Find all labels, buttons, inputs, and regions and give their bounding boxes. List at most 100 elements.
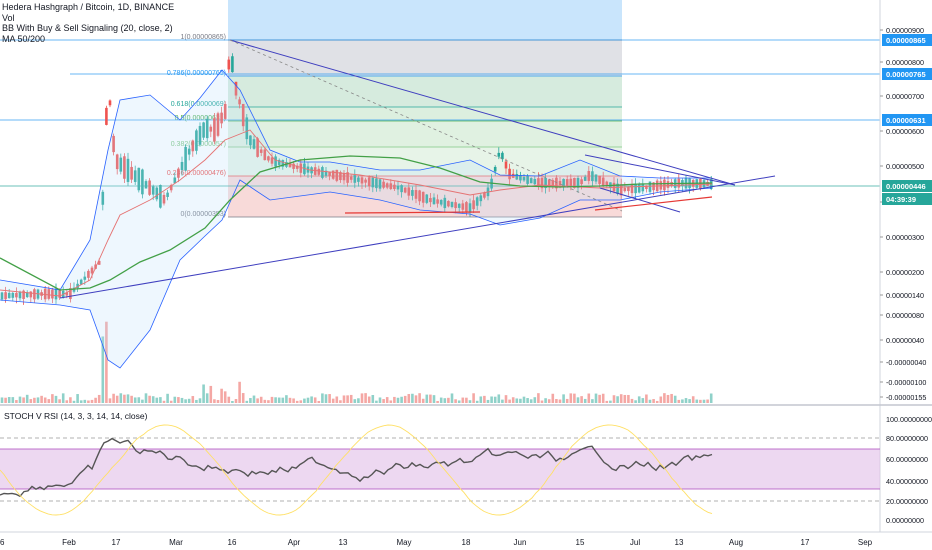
volume-bar <box>342 395 346 403</box>
volume-bar <box>346 395 349 403</box>
volume-bar <box>691 396 695 403</box>
volume-bar <box>310 396 313 403</box>
candle <box>565 179 569 187</box>
fib-label: 1(0.00000865) <box>180 34 226 41</box>
candle <box>501 152 504 160</box>
volume-bar <box>83 399 87 403</box>
candle <box>155 187 159 200</box>
candle <box>454 202 457 209</box>
candle <box>519 175 522 181</box>
volume-bar <box>112 393 115 403</box>
volume-bar <box>684 398 688 403</box>
candle <box>641 184 645 192</box>
volume-bar <box>515 398 519 403</box>
candle <box>54 288 58 300</box>
candle <box>126 158 130 182</box>
fib-label: 0.5(0.00000631) <box>175 115 226 122</box>
candle <box>18 291 22 299</box>
symbol-title[interactable]: Hedera Hashgraph / Bitcoin, 1D, BINANCE <box>2 2 175 12</box>
stoch-k-line <box>0 424 713 516</box>
vol-legend[interactable]: Vol <box>2 12 15 23</box>
volume-bar <box>94 397 97 403</box>
candle <box>573 177 576 189</box>
candle <box>537 178 540 187</box>
candle <box>313 167 317 175</box>
candle <box>148 180 151 195</box>
volume-bar <box>166 393 169 403</box>
volume-bar <box>367 396 371 403</box>
volume-bar <box>511 397 515 403</box>
volume-bar <box>303 398 306 403</box>
volume-bar <box>0 397 4 403</box>
volume-bar <box>7 397 11 403</box>
volume-bar <box>475 400 479 403</box>
x-tick-label: Sep <box>858 538 873 547</box>
candle <box>605 181 609 186</box>
candle <box>133 170 137 182</box>
candle <box>349 176 353 180</box>
candle <box>547 179 551 187</box>
volume-bar <box>274 397 277 403</box>
price-axis-bg <box>880 0 932 550</box>
candle <box>645 185 648 190</box>
candle <box>69 288 72 300</box>
volume-bar <box>33 397 36 403</box>
volume-bar <box>195 399 198 403</box>
volume-bar <box>537 393 540 403</box>
y-tick-label: 0.00000700 <box>886 92 924 101</box>
candle <box>522 177 526 181</box>
volume-bar <box>447 397 450 403</box>
volume-bar <box>587 393 591 403</box>
volume-bar <box>612 395 616 403</box>
volume-bar <box>216 399 220 403</box>
rsi-line <box>0 437 713 498</box>
candle <box>277 159 281 165</box>
candle <box>97 260 101 265</box>
candle <box>223 104 227 119</box>
volume-bar <box>594 393 598 403</box>
volume-bar <box>105 321 108 403</box>
candle <box>259 149 263 153</box>
bb-legend[interactable]: BB With Buy & Sell Signaling (20, close,… <box>2 23 173 33</box>
volume-bar <box>173 396 177 403</box>
candle <box>461 203 465 210</box>
stoch-legend[interactable]: STOCH V RSI (14, 3, 3, 14, 14, close) <box>4 411 148 421</box>
candle <box>443 197 447 209</box>
fib-label: 0.618(0.0000069) <box>171 101 226 108</box>
volume-bar <box>126 394 130 403</box>
price-badge <box>882 34 932 46</box>
candle <box>198 126 202 145</box>
candle <box>529 178 533 184</box>
volume-bar <box>90 399 94 403</box>
volume-bar <box>108 398 112 403</box>
candle <box>159 184 162 208</box>
volume-bar <box>119 393 123 403</box>
candle <box>432 197 436 205</box>
volume-bar <box>339 400 342 403</box>
candle <box>0 292 4 300</box>
volume-bar <box>627 394 630 403</box>
volume-bar <box>436 400 439 403</box>
volume-bar <box>573 393 576 403</box>
candle <box>108 100 112 106</box>
candle <box>162 194 166 204</box>
candle <box>418 190 421 202</box>
candle <box>619 184 623 196</box>
candle <box>252 139 256 149</box>
candle <box>382 181 385 188</box>
candle <box>339 172 342 181</box>
volume-bar <box>645 394 648 403</box>
ma-legend[interactable]: MA 50/200 <box>2 33 46 44</box>
osc-y-tick-label: 100.00000000 <box>886 415 932 424</box>
candle <box>209 126 213 132</box>
candle <box>25 292 29 298</box>
candle <box>483 192 486 198</box>
volume-bar <box>497 394 501 403</box>
price-badge-label: 0.00000765 <box>886 70 926 79</box>
candle <box>472 200 475 210</box>
candle <box>58 290 61 298</box>
volume-bar <box>169 400 173 403</box>
candle <box>105 107 108 125</box>
candle <box>457 203 461 208</box>
